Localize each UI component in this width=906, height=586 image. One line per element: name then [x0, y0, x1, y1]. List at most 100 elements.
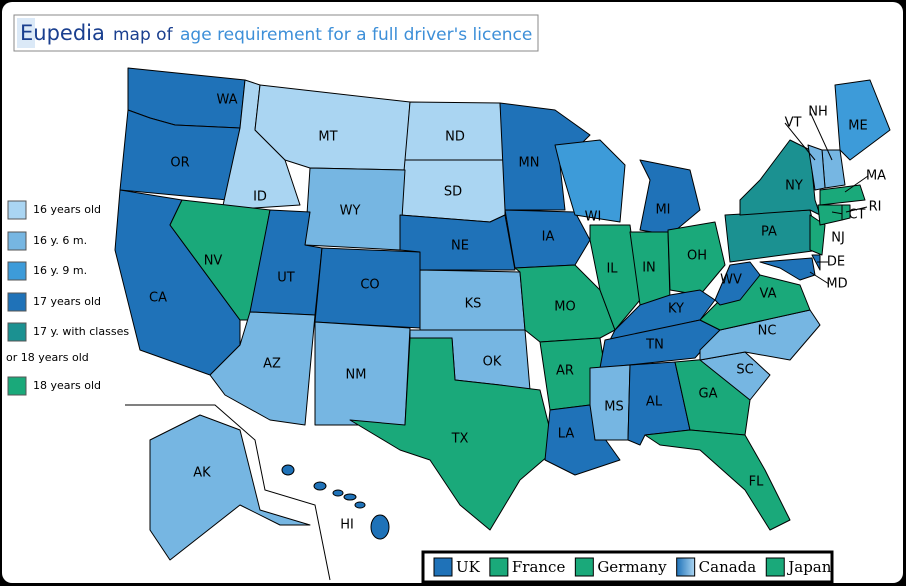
state	[554, 139, 626, 223]
state	[589, 364, 631, 441]
leader-line	[844, 175, 869, 193]
state-label: NC	[758, 324, 777, 339]
state-label: AZ	[263, 357, 281, 372]
state-label: MA	[866, 169, 886, 184]
state-label: CT	[848, 208, 865, 223]
state-label: KS	[465, 297, 482, 312]
state-label: VA	[760, 287, 777, 302]
state-label: VT	[785, 116, 802, 131]
legend-swatch	[7, 376, 27, 396]
state-label: GA	[699, 387, 718, 402]
state-label: NJ	[831, 231, 845, 246]
state	[841, 204, 851, 221]
legend-label: 18 years old	[33, 379, 101, 392]
state-label: FL	[749, 475, 764, 490]
state-label: ND	[445, 130, 465, 145]
comparison-label: France	[512, 558, 566, 576]
state-label: WV	[720, 273, 742, 288]
leader-line	[845, 206, 868, 213]
state-label: MS	[604, 400, 623, 415]
state-label: SD	[444, 185, 462, 200]
state	[759, 257, 816, 281]
comparison-box	[421, 550, 834, 584]
comparison-label: UK	[456, 558, 481, 576]
legend-swatch	[7, 200, 27, 220]
state-label: OH	[687, 249, 707, 264]
title: age requirement for a full driver's lice…	[180, 25, 532, 45]
legend-swatch	[7, 231, 27, 251]
state	[667, 221, 726, 296]
comparison-label: Canada	[699, 558, 757, 576]
state-label: TN	[645, 338, 664, 353]
state-label: WA	[216, 93, 237, 108]
title-prefix: map of	[113, 25, 174, 45]
state-label: CA	[149, 291, 167, 306]
logo-mark	[17, 18, 35, 48]
state-label: OK	[483, 355, 502, 370]
state-label: HI	[340, 518, 354, 533]
state-label: CO	[360, 278, 379, 293]
state-label: AK	[193, 466, 211, 481]
state-label: TX	[451, 432, 469, 447]
legend-swatch	[7, 292, 27, 312]
brand: Eupedia	[20, 21, 105, 45]
legend-label: 16 y. 9 m.	[33, 264, 87, 277]
state-label: NH	[808, 105, 828, 120]
state	[819, 184, 866, 206]
state-label: NV	[204, 254, 223, 269]
comparison-swatch	[574, 557, 594, 577]
state-label: MN	[519, 156, 540, 171]
state-label: RI	[869, 200, 882, 215]
state	[349, 337, 556, 531]
state-label: IA	[542, 230, 555, 245]
state-label: NE	[451, 239, 469, 254]
state	[714, 261, 761, 306]
state-label: ME	[848, 119, 867, 134]
state	[834, 79, 891, 161]
island	[370, 514, 390, 540]
state-label: WY	[340, 204, 361, 219]
comparison-swatch	[489, 557, 509, 577]
comparison-swatch	[433, 557, 453, 577]
state-label: MD	[826, 277, 847, 292]
state-label: MI	[655, 203, 670, 218]
island	[343, 493, 357, 501]
state-label: OR	[170, 156, 189, 171]
legend-label: 16 years old	[33, 203, 101, 216]
state-label: MT	[318, 130, 337, 145]
legend-swatch	[7, 261, 27, 281]
island	[354, 501, 366, 509]
comparison-swatch	[676, 557, 696, 577]
island	[332, 489, 344, 497]
state-label: DE	[827, 255, 845, 270]
leader-line	[809, 271, 830, 285]
state-label: MO	[554, 300, 575, 315]
state-label: NY	[785, 179, 803, 194]
state-label: SC	[736, 363, 753, 378]
leader-line	[784, 122, 816, 161]
legend-swatch	[7, 322, 27, 342]
state	[399, 214, 516, 271]
inset-border	[125, 404, 331, 581]
state-label: IL	[606, 262, 618, 277]
legend-label: 17 y. with classes	[33, 325, 129, 338]
legend-label: 17 years old	[33, 295, 101, 308]
state-label: AL	[646, 395, 663, 410]
comparison-label: Japan	[786, 558, 832, 576]
state	[644, 429, 791, 531]
state-label: PA	[761, 225, 777, 240]
title-box	[13, 14, 539, 52]
state-label: LA	[558, 427, 575, 442]
comparison-swatch	[765, 557, 785, 577]
state	[149, 414, 311, 561]
state-label: AR	[556, 364, 574, 379]
state-label: UT	[277, 271, 295, 286]
state	[209, 311, 316, 426]
state	[739, 139, 821, 216]
leader-line	[809, 111, 833, 161]
island	[281, 464, 295, 476]
state	[504, 209, 591, 269]
island	[313, 481, 327, 491]
